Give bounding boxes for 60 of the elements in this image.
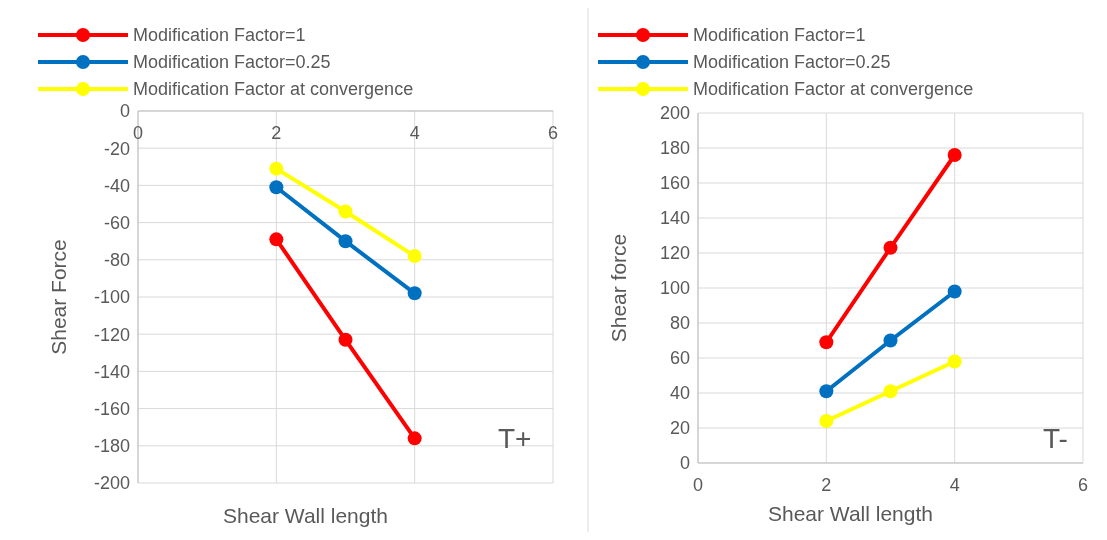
y-tick-label: -160 (93, 398, 130, 419)
y-tick-label: 20 (669, 418, 690, 439)
point (883, 240, 898, 255)
y-tick-label: 40 (669, 383, 690, 404)
x-tick-label: 2 (271, 123, 282, 143)
point (407, 249, 422, 264)
x-axis-title: Shear Wall length (768, 502, 933, 525)
y-tick-label: -140 (93, 361, 130, 382)
legend-label: Modification Factor=1 (693, 25, 866, 46)
annotation: T- (1043, 423, 1068, 454)
y-tick-label: 60 (669, 348, 690, 369)
point (269, 180, 284, 195)
point (883, 384, 898, 399)
point (883, 333, 898, 348)
x-tick-label: 6 (1077, 475, 1089, 495)
y-tick-label: -60 (103, 212, 130, 233)
point (819, 335, 834, 350)
x-tick-label: 4 (949, 475, 960, 495)
point (338, 234, 353, 249)
y-tick-label: 160 (659, 173, 690, 194)
point (269, 161, 284, 176)
y-tick-label: 140 (659, 208, 690, 229)
y-tick-label: -200 (93, 473, 130, 494)
y-tick-label: -20 (103, 138, 130, 159)
point (947, 354, 962, 369)
point (338, 332, 353, 347)
y-tick-label: -80 (103, 250, 130, 271)
y-tick-label: -180 (93, 436, 130, 457)
y-tick-label: 200 (659, 103, 690, 124)
y-tick-label: 180 (659, 138, 690, 159)
point (947, 148, 962, 162)
y-tick-label: -100 (93, 287, 130, 308)
point (269, 232, 284, 247)
legend-label: Modification Factor at convergence (133, 79, 414, 100)
x-tick-label: 4 (409, 123, 420, 143)
y-tick-label: -120 (93, 324, 130, 345)
legend-label: Modification Factor=1 (133, 25, 306, 46)
x-tick-label: 0 (692, 475, 704, 495)
point (407, 431, 422, 446)
y-tick-label: 80 (669, 313, 690, 334)
x-tick-label: 6 (547, 123, 559, 143)
legend-label: Modification Factor=0.25 (693, 52, 891, 73)
point (947, 284, 962, 299)
annotation: T+ (498, 423, 532, 454)
y-tick-label: 0 (679, 453, 690, 474)
point (338, 204, 353, 219)
y-axis-title: Shear Force (47, 239, 70, 355)
y-axis-title: Shear force (607, 233, 630, 343)
x-tick-label: 2 (821, 475, 832, 495)
point (819, 414, 834, 428)
x-axis-title: Shear Wall length (223, 504, 388, 527)
x-tick-label: 0 (132, 123, 144, 143)
point (407, 286, 422, 301)
y-tick-label: 0 (119, 101, 130, 122)
y-tick-label: -40 (103, 175, 130, 196)
y-tick-label: 120 (659, 243, 690, 264)
legend-label: Modification Factor=0.25 (133, 52, 331, 73)
point (819, 384, 834, 399)
legend-label: Modification Factor at convergence (693, 79, 974, 100)
y-tick-label: 100 (659, 278, 690, 299)
